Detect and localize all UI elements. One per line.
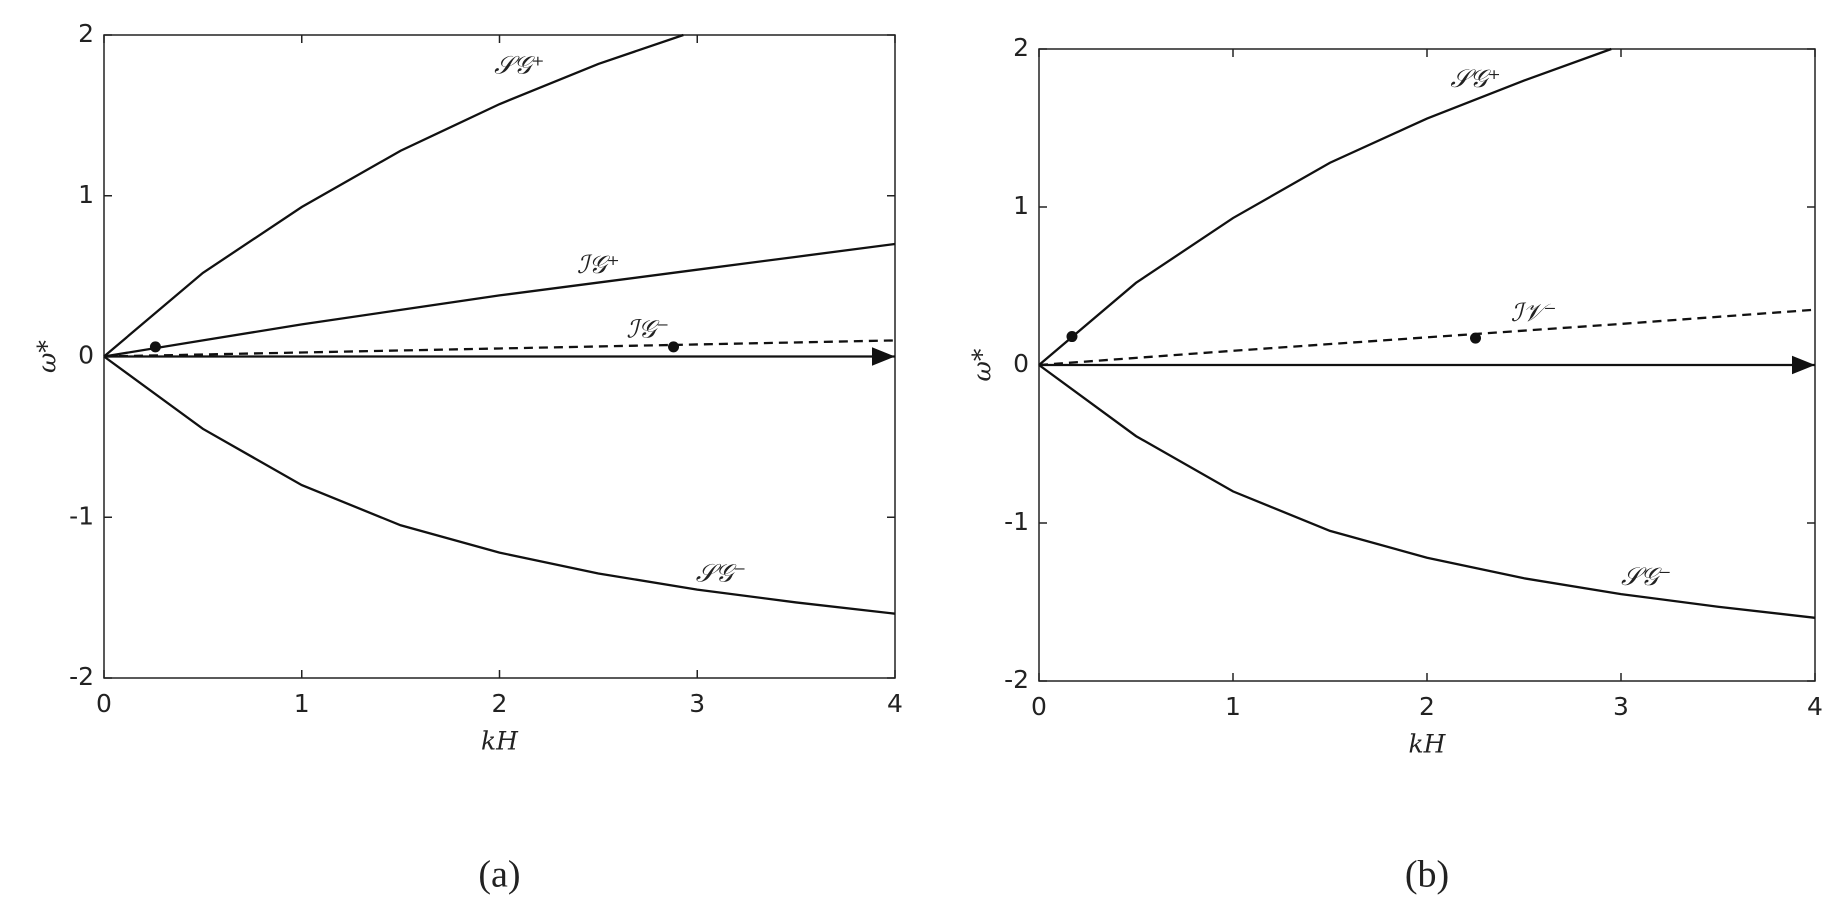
curve [1038, 308, 1816, 367]
x-tick-label: 2 [492, 689, 508, 718]
x-tick-label: 1 [294, 689, 310, 718]
x-tick-label: 3 [1613, 692, 1629, 721]
curve [103, 355, 896, 615]
y-tick-label: -1 [69, 501, 94, 530]
curve-label: ℐ𝒱⁻ [1511, 298, 1557, 327]
curve [1038, 47, 1612, 366]
y-tick-label: 0 [1013, 349, 1029, 378]
x-tick-label: 4 [1807, 692, 1823, 721]
curve [103, 242, 896, 358]
x-tick-label: 1 [1225, 692, 1241, 721]
y-tick-label: 2 [1013, 33, 1029, 62]
y-axis-label: ω* [968, 348, 997, 381]
curve [103, 33, 684, 358]
curve [1038, 364, 1816, 619]
y-tick-label: -1 [1004, 507, 1029, 536]
y-tick-label: 1 [1013, 191, 1029, 220]
point [668, 341, 680, 353]
point [149, 341, 161, 353]
panel: 0 1 2 3 4 -2 -1 0 1 2 𝒮𝒢⁺ ℐ𝒱⁻ 𝒮𝒢⁻ kH ω* (b) [968, 33, 1823, 896]
y-tick-label: 0 [78, 341, 94, 370]
curve-label: ℐ𝒢⁻ [626, 314, 669, 343]
x-tick-label: 2 [1419, 692, 1435, 721]
y-tick-label: -2 [69, 662, 94, 691]
x-tick-label: 0 [96, 689, 112, 718]
caption: (b) [1405, 854, 1449, 896]
point [1470, 332, 1481, 344]
y-tick-label: 2 [78, 19, 94, 48]
x-tick-label: 4 [887, 689, 903, 718]
curve-label: 𝒮𝒢⁺ [494, 51, 544, 80]
x-tick-label: 3 [689, 689, 705, 718]
caption: (a) [478, 854, 520, 896]
curve-label: 𝒮𝒢⁻ [696, 559, 746, 588]
curve-label: 𝒮𝒢⁻ [1621, 562, 1671, 591]
x-tick-label: 0 [1031, 692, 1047, 721]
curve [103, 339, 896, 358]
x-axis-label: kH [481, 727, 519, 756]
y-tick-label: -2 [1004, 665, 1029, 694]
curve-label: 𝒮𝒢⁺ [1450, 64, 1500, 93]
y-axis-label: ω* [33, 340, 62, 373]
panel: 0 1 2 3 4 -2 -1 0 1 2 𝒮𝒢⁺ ℐ𝒢⁺ ℐ𝒢⁻ 𝒮𝒢⁻ kH ω* (a) [33, 19, 903, 896]
point [1066, 331, 1078, 343]
y-tick-label: 1 [78, 180, 94, 209]
x-axis-label: kH [1409, 730, 1447, 759]
curve-label: ℐ𝒢⁺ [577, 250, 620, 279]
